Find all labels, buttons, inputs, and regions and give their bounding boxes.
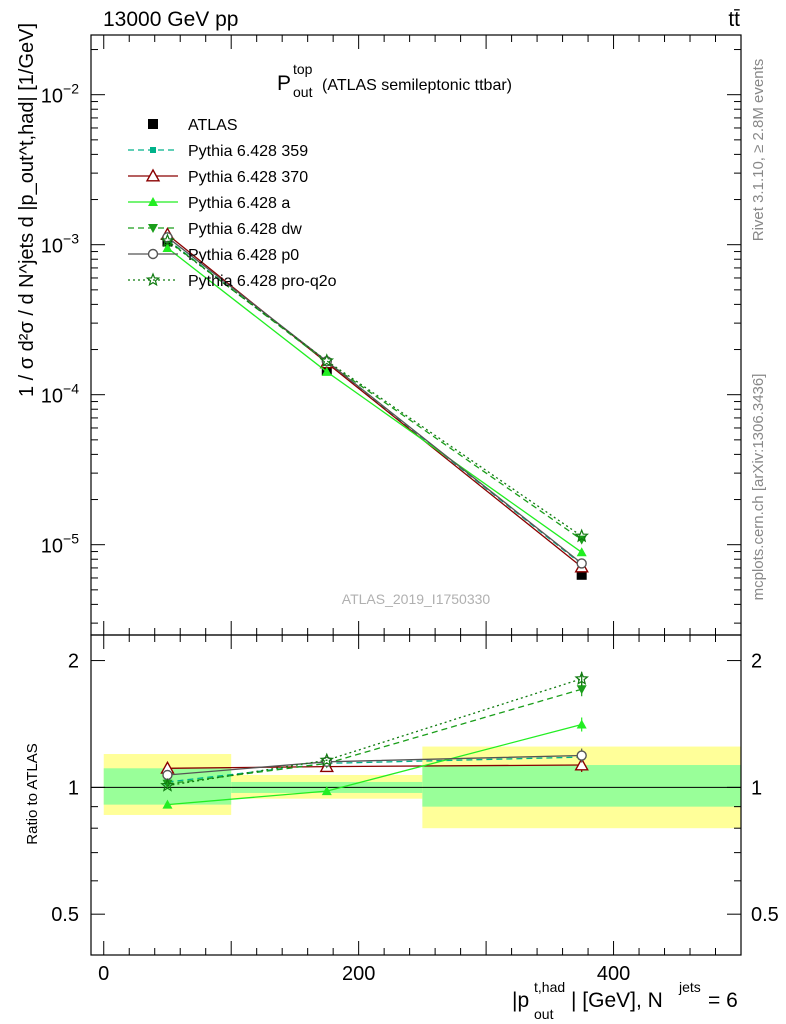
ratio-point [162, 799, 173, 809]
title-main: P [277, 72, 291, 95]
ratio-point [576, 685, 587, 695]
ratio-point [321, 786, 332, 796]
ratio-y-tick-label: 0.5 [51, 904, 79, 926]
legend: ATLAS Pythia 6.428 359 Pythia 6.428 370 Pyt… [128, 117, 337, 290]
svg-text:P: P [277, 72, 291, 95]
title-rest: (ATLAS semileptonic ttbar) [322, 77, 512, 94]
ratio-series [160, 671, 589, 809]
x-axis-title: |p t,had out | [GeV], N jets = 6 [512, 979, 738, 1022]
legend-entry: Pythia 6.428 359 [128, 143, 308, 160]
legend-marker [147, 248, 159, 260]
xlabel-end: = 6 [708, 989, 738, 1012]
data-point [319, 353, 335, 368]
ratio-line [167, 678, 582, 787]
legend-marker [148, 197, 158, 206]
data-point [162, 232, 173, 243]
ratio-frame [90, 634, 742, 956]
y-tick-exp: −3 [63, 231, 79, 247]
ratio-series-5 [160, 671, 589, 792]
series-line [167, 240, 583, 537]
mcplots-label: mcplots.cern.ch [arXiv:1306.3436] [750, 374, 767, 601]
ratio-point [576, 719, 587, 729]
xlabel-sub: out [534, 1006, 554, 1022]
ratio-point [574, 757, 589, 771]
y-tick-base: 10 [41, 86, 63, 108]
title-sup: top [293, 61, 313, 77]
series-5 [162, 232, 587, 569]
legend-marker [148, 119, 158, 129]
ratio-point [574, 671, 589, 686]
ratio-ylabel: Ratio to ATLAS [24, 743, 41, 844]
data-point [321, 366, 332, 376]
data-point [574, 528, 589, 543]
ratio-y-tick-label: 2 [68, 651, 79, 673]
ratio-y-tick-label: 1 [68, 777, 79, 799]
xlabel-sup2: jets [678, 979, 701, 995]
y-tick-base: 10 [41, 536, 63, 558]
legend-label: Pythia 6.428 370 [188, 169, 308, 186]
ratio-point [160, 777, 175, 792]
y-tick-label: 10−5 [41, 531, 79, 558]
main-series [160, 227, 589, 580]
ratio-ticks: 0.5 0.5 1 1 2 2 0 200 400 [51, 635, 779, 985]
ratio-point [162, 779, 173, 789]
legend-entry: Pythia 6.428 pro-q2o [128, 272, 337, 290]
main-ticks: 10−510−410−310−2 [41, 35, 742, 635]
main-ylabel: 1 / σ d²σ / d N^jets d |p_out^t,had| [1/… [16, 23, 38, 397]
xlabel-main: |p [512, 989, 529, 1012]
header-right: tt̄ [728, 8, 740, 31]
y-tick-label: 10−4 [41, 381, 79, 408]
ratio-panel: 0.5 0.5 1 1 2 2 0 200 400 Ratio to ATLAS |p t,ha… [24, 634, 779, 1022]
legend-label: Pythia 6.428 a [188, 195, 290, 212]
legend-entry: Pythia 6.428 370 [128, 168, 308, 186]
legend-entry: Pythia 6.428 p0 [128, 247, 299, 264]
y-tick-base: 10 [41, 236, 63, 258]
data-point [576, 569, 587, 580]
y-tick-label: 10−2 [41, 81, 79, 108]
legend-label: Pythia 6.428 dw [188, 221, 302, 238]
title-sub: out [293, 84, 313, 100]
legend-marker [145, 168, 161, 182]
data-point [162, 243, 173, 253]
data-point [576, 558, 587, 569]
header-left: 13000 GeV pp [103, 8, 238, 31]
legend-marker [148, 224, 158, 233]
series-6 [160, 233, 589, 543]
ratio-point [576, 750, 587, 761]
y-tick-exp: −4 [63, 381, 79, 397]
xlabel-sup: t,had [534, 979, 565, 995]
y-tick-exp: −2 [63, 81, 79, 97]
main-title: P top out (ATLAS semileptonic ttbar) [277, 61, 512, 100]
legend-label: Pythia 6.428 pro-q2o [188, 273, 337, 290]
y-tick-label: 10−3 [41, 231, 79, 258]
legend-entry: Pythia 6.428 a [128, 195, 290, 212]
watermark: ATLAS_2019_I1750330 [342, 591, 491, 607]
ratio-series-2 [162, 717, 587, 809]
series-3 [162, 243, 587, 557]
ratio-y-tick-label-right: 0.5 [751, 904, 779, 926]
legend-label: Pythia 6.428 359 [188, 143, 308, 160]
data-point [160, 233, 175, 248]
legend-marker [145, 272, 161, 287]
legend-label: Pythia 6.428 p0 [188, 247, 299, 264]
y-tick-base: 10 [41, 386, 63, 408]
legend-label: ATLAS [188, 117, 238, 134]
x-tick-label: 400 [597, 963, 630, 985]
ratio-point [319, 752, 335, 767]
ratio-y-tick-label-right: 2 [751, 651, 762, 673]
rivet-label: Rivet 3.1.10, ≥ 2.8M events [750, 59, 767, 242]
xlabel-mid: | [GeV], N [571, 989, 663, 1012]
x-tick-label: 200 [342, 963, 375, 985]
legend-marker [150, 147, 156, 153]
y-tick-exp: −5 [63, 531, 79, 547]
legend-entry: ATLAS [148, 117, 238, 134]
ratio-y-tick-label-right: 1 [751, 777, 762, 799]
x-tick-label: 0 [98, 963, 109, 985]
legend-entry: Pythia 6.428 dw [128, 221, 302, 238]
data-point [576, 547, 587, 557]
